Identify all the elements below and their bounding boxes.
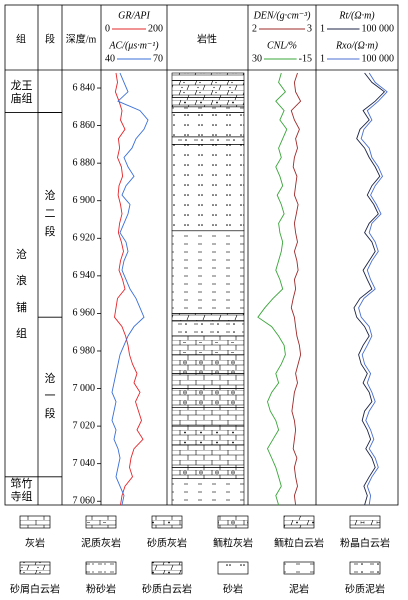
scale-label: 1 [320,23,325,34]
depth-tick-label: 6 900 [73,195,96,206]
scale-label: -15 [299,53,312,64]
lithology-interval [171,80,245,98]
lithology-interval [171,313,245,322]
log-curve [290,72,302,506]
legend-label: 泥岩 [289,582,309,595]
scale-label: 70 [153,53,163,64]
lithology-interval [171,444,245,468]
zone-text: 沧二段 [44,190,56,238]
lithology-interval [171,354,245,374]
legend-swatch [283,515,315,529]
log-curve [353,72,386,506]
depth-tick-label: 6 880 [73,157,96,168]
scale-label: 100 000 [362,23,395,34]
legend-label: 鲕粒灰岩 [213,536,253,549]
legend-label: 鲕粒白云岩 [274,536,324,549]
series-name: Rt/(Ω·m) [338,10,375,21]
lithology-interval [171,320,245,337]
zone-label: 沧二段 [38,112,62,317]
scale-label: 100 000 [362,53,395,64]
legend-swatch [217,515,249,529]
lithology-header: 岩性 [197,32,217,45]
zone-text: 龙王庙组 [10,79,33,105]
depth-tick-label: 6 860 [73,120,96,131]
legend-label: 砂屑白云岩 [10,582,60,595]
series-name: DEN/(g·cm⁻³) [253,10,312,21]
lithology-interval [171,97,245,108]
depth-tick-label: 7 000 [73,383,96,394]
legend-swatch [85,515,117,529]
scale-label: 2 [252,23,257,34]
legend-swatch [19,561,51,575]
zone-label: 龙王庙组 [5,73,38,112]
zone-text: 筇竹寺组 [10,477,33,503]
series-name: AC/(μs·m⁻¹) [108,40,159,51]
legend-swatch [151,561,183,575]
segment-header: 段 [45,32,55,45]
depth-tick-label: 7 020 [73,420,96,431]
series-name: Rxo/(Ω·m) [335,40,379,51]
legend-label: 砂质灰岩 [147,536,187,549]
depth-tick-label: 6 980 [73,345,96,356]
lithology-interval [171,425,245,446]
lithology-interval [171,106,245,113]
lithology-interval [171,388,245,408]
scale-label: 0 [105,23,110,34]
zone-label: 筇竹寺组 [5,477,38,505]
legend-label: 砂质白云岩 [142,582,192,595]
lithology-interval [171,136,245,145]
series-name: GR/API [118,10,150,21]
log-curve [114,72,144,506]
log-curve [257,72,288,506]
group-header: 组 [16,32,26,45]
lithology-interval [171,478,245,506]
scale-label: 40 [105,53,115,64]
depth-header: 深度/m [66,32,97,45]
lithology-interval [171,144,245,232]
legend-label: 灰岩 [25,536,45,549]
legend-swatch [349,561,381,575]
legend-swatch [151,515,183,529]
depth-tick-label: 6 840 [73,82,96,93]
lithology-interval [171,407,245,427]
legend-swatch [85,561,117,575]
legend-label: 粉晶白云岩 [340,536,390,549]
zone-label: 沧浪铺组 [5,112,38,476]
series-name: CNL/% [267,40,297,51]
zone-label: 沧一段 [38,317,62,477]
legend-label: 砂岩 [223,582,243,595]
legend-swatch [19,515,51,529]
scale-label: 1 [320,53,325,64]
lithology-interval [171,112,245,138]
lithology-interval [171,373,245,389]
depth-tick-label: 7 040 [73,458,96,469]
zone-text: 沧浪铺组 [16,248,27,341]
lithology-interval [171,467,245,480]
log-curve [111,72,149,506]
zone-text: 沧一段 [44,372,56,420]
scale-label: 200 [148,23,163,34]
lithology-interval [171,335,245,356]
legend-swatch [349,515,381,529]
depth-tick-label: 6 920 [73,233,96,244]
scale-label: 3 [307,23,312,34]
lithology-interval [171,72,245,81]
legend-swatch [283,561,315,575]
legend-label: 砂质泥岩 [345,582,385,595]
depth-tick-label: 7 060 [73,496,96,507]
scale-label: 30 [252,53,262,64]
lithology-interval [171,230,245,314]
depth-tick-label: 6 960 [73,308,96,319]
legend-swatch [217,561,249,575]
legend-label: 粉砂岩 [86,582,116,595]
legend-label: 泥质灰岩 [81,536,121,549]
depth-tick-label: 6 940 [73,270,96,281]
log-curve [358,72,388,506]
